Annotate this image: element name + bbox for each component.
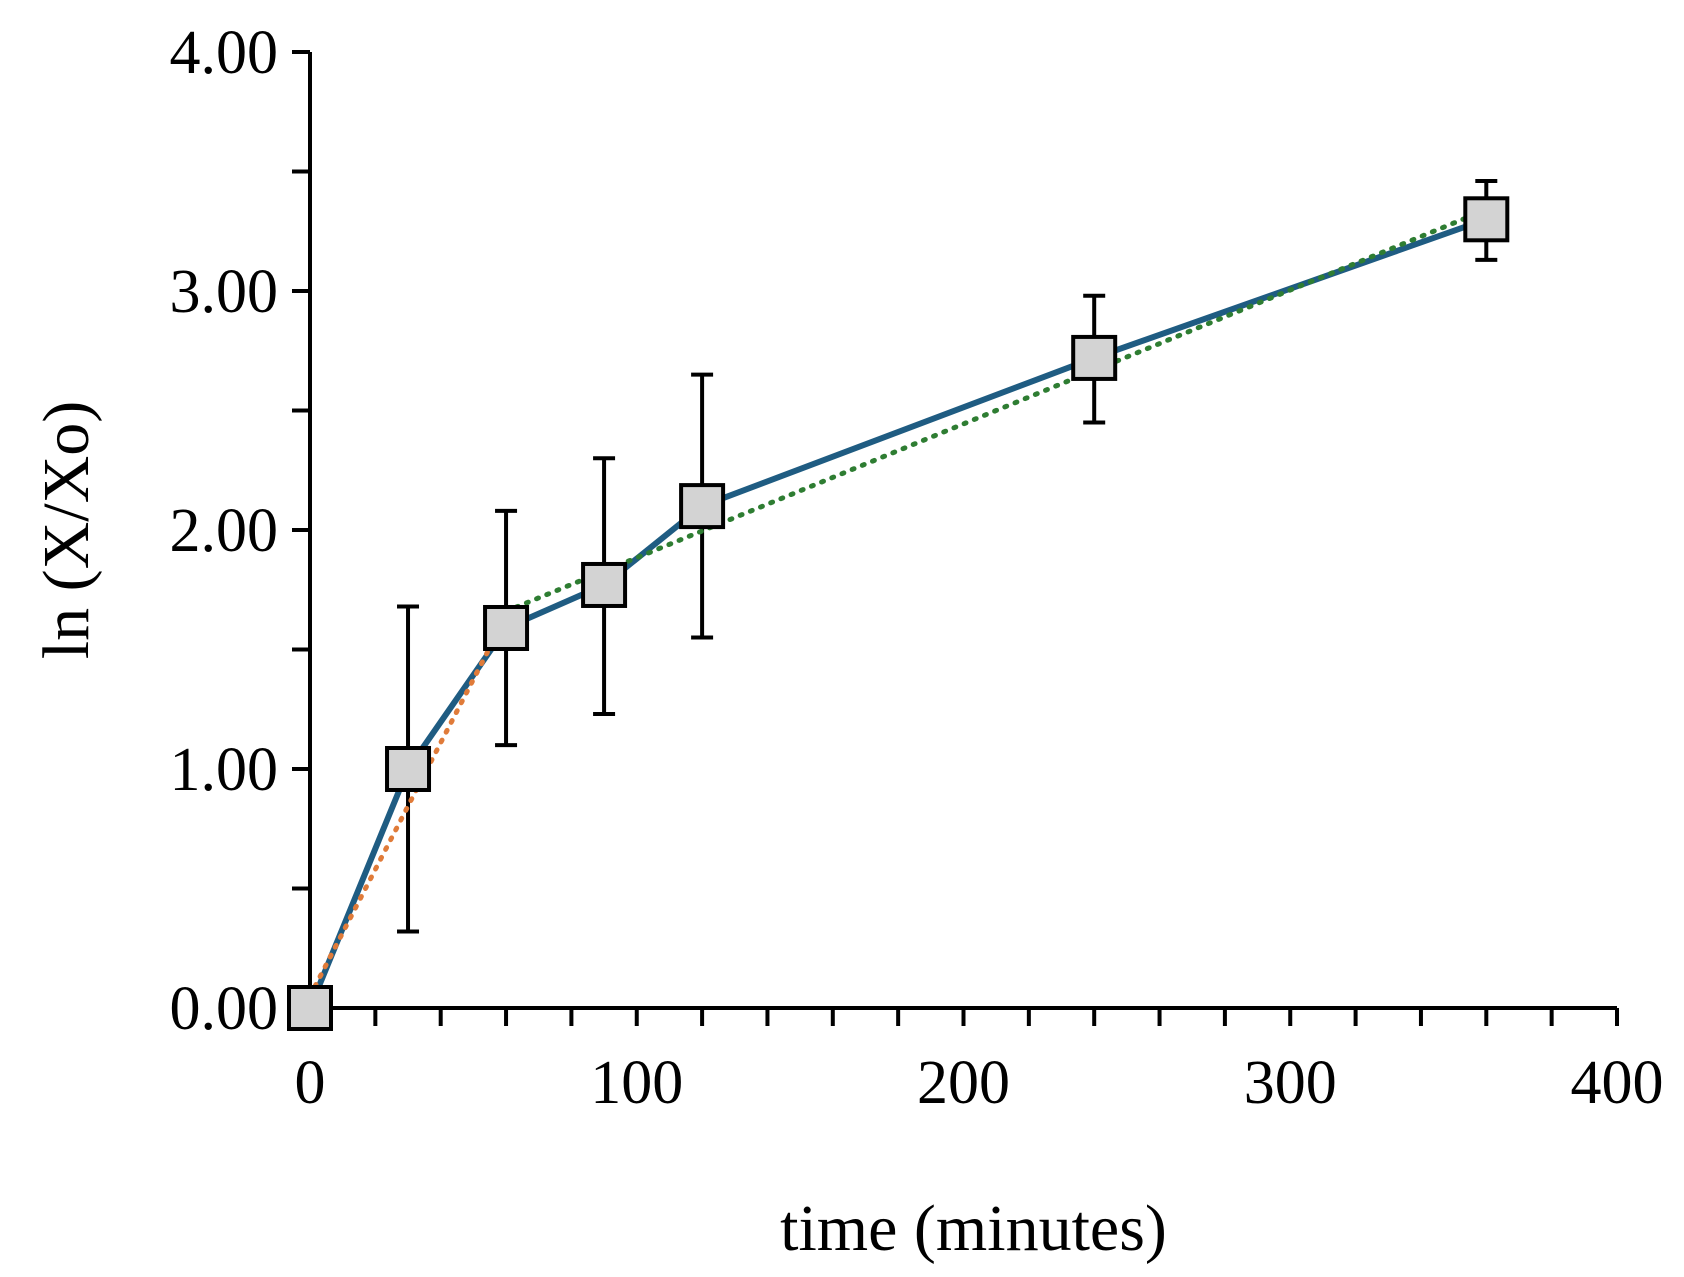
data-point — [1071, 334, 1118, 381]
data-point — [679, 483, 726, 530]
trendlines — [307, 207, 1489, 999]
x-tick-label: 300 — [1244, 1049, 1337, 1117]
y-tick-label: 2.00 — [170, 497, 279, 565]
data-point — [581, 561, 628, 608]
data-point — [385, 746, 432, 792]
error-bars — [397, 179, 1498, 934]
x-tick-label: 100 — [590, 1049, 683, 1117]
x-tick-label: 400 — [1571, 1049, 1664, 1117]
x-tick-label: 200 — [917, 1049, 1010, 1117]
y-tick-label: 1.00 — [170, 736, 279, 804]
y-tick-label: 3.00 — [170, 258, 279, 326]
data-point — [483, 604, 530, 651]
axis-ticks — [292, 50, 1619, 1026]
y-tick-label: 0.00 — [170, 975, 279, 1043]
data-markers — [287, 196, 1510, 1031]
x-tick-label: 0 — [295, 1049, 326, 1117]
trendline — [307, 613, 509, 999]
data-point — [1463, 196, 1510, 243]
data-point — [287, 985, 333, 1031]
tick-labels: 0.00 1.00 2.00 3.00 4.00 0 100 200 300 400 — [170, 19, 1664, 1117]
x-axis-title: time (minutes) — [780, 1192, 1167, 1265]
y-tick-label: 4.00 — [170, 19, 279, 87]
y-axis-title: ln (X/Xo) — [30, 401, 103, 659]
trendline — [503, 207, 1489, 614]
